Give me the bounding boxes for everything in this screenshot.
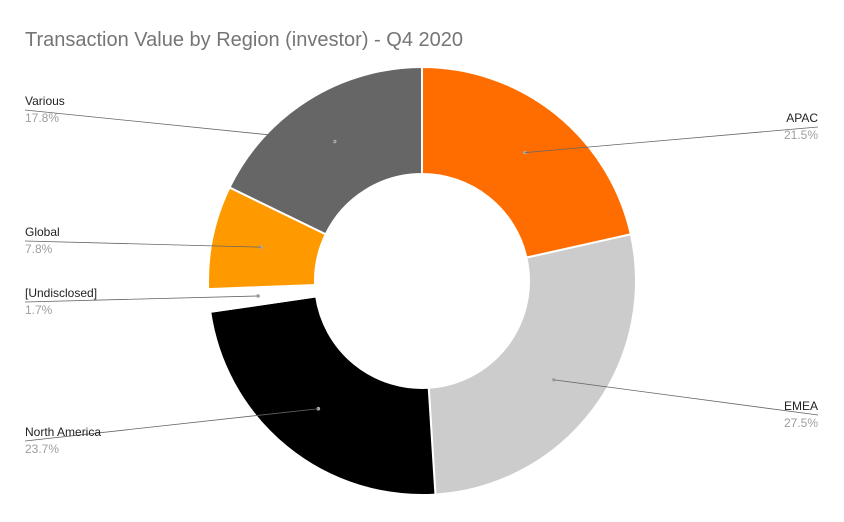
slice-pct-apac: 21.5% [784, 128, 818, 142]
slice-pct-north-america: 23.7% [25, 442, 59, 456]
slice-label-emea: EMEA [784, 399, 818, 413]
leader-line-north-america [24, 408, 319, 442]
slice-label-north-america: North America [25, 425, 101, 439]
slices-group [207, 65, 637, 496]
slice-emea [427, 233, 637, 496]
leader-line-global [24, 240, 262, 248]
slice-pct-global: 7.8% [25, 242, 53, 256]
leader-line-various [24, 109, 335, 142]
slice-apac [421, 65, 633, 259]
slice-pct-emea: 27.5% [784, 416, 818, 430]
slice-label-undisclosed: [Undisclosed] [25, 286, 97, 300]
slice-north-america [209, 295, 437, 496]
slice-pct-undisclosed: 1.7% [25, 303, 53, 317]
slice-label-apac: APAC [786, 111, 818, 125]
leader-dot-north-america [316, 406, 321, 411]
slice-various [228, 65, 423, 236]
chart-title: Transaction Value by Region (investor) -… [25, 29, 463, 51]
labels-group: APAC 21.5% EMEA 27.5% North America 23.7% [Und… [24, 94, 819, 456]
slice-pct-various: 17.8% [25, 111, 59, 125]
slice-label-various: Various [25, 94, 65, 108]
slice-label-global: Global [25, 225, 60, 239]
leader-dot-undisclosed [256, 294, 260, 298]
leader-line-undisclosed [24, 295, 259, 303]
leader-line-apac [524, 126, 819, 154]
leader-line-emea [553, 379, 819, 416]
